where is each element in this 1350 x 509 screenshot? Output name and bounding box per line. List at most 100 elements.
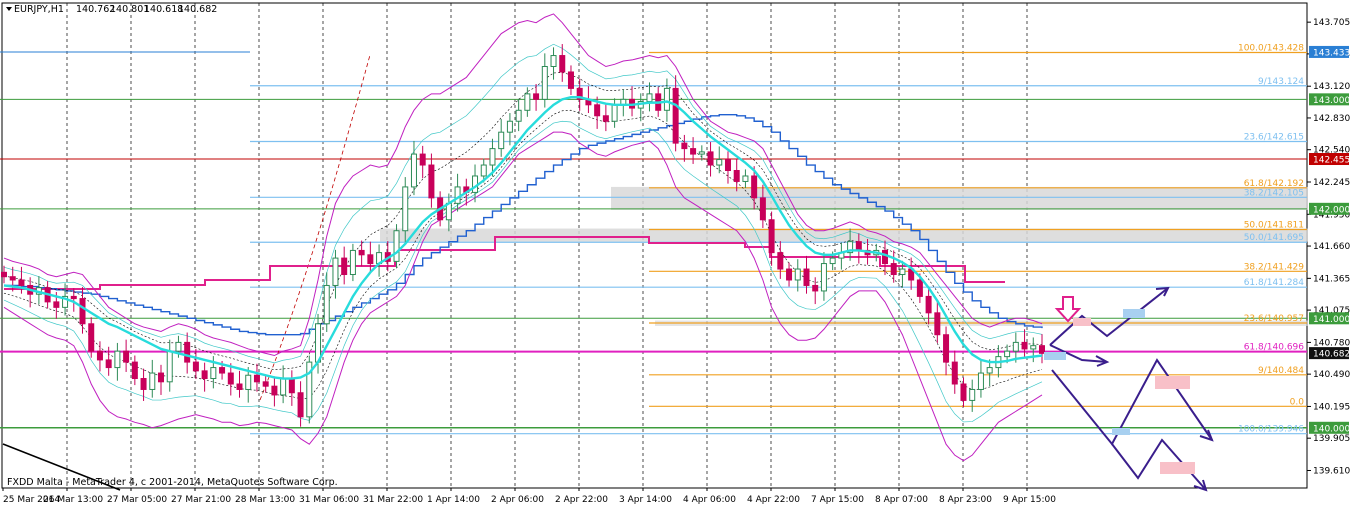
- zone-marker: [1160, 462, 1195, 474]
- candle-body: [576, 87, 583, 100]
- candle-body: [210, 367, 217, 380]
- trend-line: [2, 443, 121, 491]
- x-tick-label: 2 Apr 22:00: [555, 495, 608, 505]
- candle-body: [759, 197, 766, 221]
- price-tag-label: 140.682: [1313, 350, 1350, 360]
- candle-body: [428, 164, 435, 199]
- y-tick-label: 143.120: [1313, 82, 1350, 92]
- fib-label: 9/140.484: [1258, 366, 1304, 376]
- fib-labels: 100.0/143.428 9/143.124 23.6/142.615 61.8/1…: [1238, 43, 1304, 434]
- fib-label: 9/143.124: [1258, 77, 1304, 87]
- candle-body: [184, 341, 191, 363]
- y-tick-label: 141.950: [1313, 210, 1350, 220]
- y-tick-label: 142.830: [1313, 114, 1350, 124]
- symbol-label: EURJPY,H1: [14, 4, 64, 15]
- moving-averages: [3, 95, 1043, 380]
- candle-body: [943, 334, 950, 363]
- zone-marker: [1155, 376, 1190, 389]
- candle-body: [1012, 341, 1019, 352]
- candle-body: [803, 268, 810, 286]
- step-lines: [4, 113, 1043, 336]
- candle-body: [672, 87, 679, 144]
- candle-body: [271, 385, 278, 396]
- candle-body: [70, 295, 77, 300]
- candle-body: [890, 263, 897, 276]
- candle-body: [341, 257, 348, 276]
- candle-body: [855, 241, 862, 251]
- candle-body: [280, 378, 287, 396]
- fib-label: 38.2/141.429: [1244, 262, 1305, 272]
- candle-body: [227, 372, 234, 385]
- magenta-step-line: [4, 236, 1005, 290]
- candle-body: [18, 279, 25, 286]
- candle-body: [1, 271, 7, 278]
- candle-body: [506, 120, 513, 133]
- projection-path: [1051, 358, 1213, 446]
- x-tick-label: 1 Apr 14:00: [427, 495, 480, 505]
- candle-body: [690, 148, 697, 155]
- x-tick-label: 4 Apr 22:00: [747, 495, 800, 505]
- pivot-zone: [380, 228, 1308, 242]
- bb-upper: [3, 13, 1043, 357]
- price-tag: [1309, 93, 1349, 106]
- horizontal-levels: [0, 51, 1307, 491]
- price-tag: [1309, 347, 1349, 360]
- candle-body: [393, 230, 400, 262]
- candle-body: [306, 361, 313, 418]
- y-tick-label: 140.195: [1313, 402, 1350, 412]
- y-axis-ticks: 143.705143.415143.120142.830142.540142.2…: [1307, 18, 1350, 476]
- header-dropdown-icon[interactable]: [6, 7, 12, 11]
- candle-body: [716, 159, 723, 166]
- x-tick-label: 26 Mar 13:00: [43, 495, 103, 505]
- copyright-text: FXDD Malta - MetaTrader 4, c 2001-2014, …: [7, 477, 338, 488]
- price-tag-label: 140.000: [1313, 424, 1350, 434]
- y-tick-label: 141.075: [1313, 306, 1350, 316]
- candle-body: [698, 151, 705, 155]
- candle-body: [410, 153, 417, 188]
- candle-body: [498, 131, 505, 150]
- projection-arrows: [1044, 286, 1214, 492]
- candle-body: [847, 241, 854, 254]
- fib-label: 0.0: [1290, 397, 1305, 407]
- candle-body: [201, 370, 208, 380]
- x-tick-label: 2 Apr 06:00: [491, 495, 544, 505]
- candle-body: [777, 252, 784, 270]
- close-value: 140.682: [178, 4, 217, 15]
- candle-body: [166, 350, 173, 383]
- bb-inner-upper: [3, 43, 1043, 364]
- candle-body: [751, 175, 758, 199]
- bb-lower: [3, 131, 1043, 462]
- price-tag-label: 143.000: [1313, 96, 1350, 106]
- candle-body: [489, 148, 496, 166]
- candle-body: [123, 350, 130, 363]
- y-tick-label: 141.365: [1313, 274, 1350, 284]
- candle-body: [533, 93, 540, 100]
- candle-body: [1004, 350, 1011, 358]
- candle-body: [515, 109, 522, 122]
- candle-body: [812, 284, 819, 292]
- candle-body: [742, 175, 749, 182]
- candle-body: [977, 372, 984, 390]
- candle-body: [158, 372, 165, 383]
- candle-body: [219, 367, 226, 374]
- arrow-head: [1193, 479, 1208, 492]
- fib-label: 61.8/140.696: [1244, 343, 1305, 353]
- bollinger-bands: [3, 13, 1043, 462]
- price-tag: [1309, 153, 1349, 166]
- candle-body: [288, 378, 295, 394]
- x-tick-label: 8 Apr 07:00: [875, 495, 928, 505]
- candle-body: [733, 170, 740, 182]
- candle-body: [829, 257, 836, 265]
- open-value: 140.762: [76, 4, 115, 15]
- candle-body: [96, 350, 103, 361]
- candle-body: [419, 153, 426, 166]
- bb-inner-lower: [3, 120, 1043, 423]
- x-tick-label: 9 Apr 15:00: [1003, 495, 1056, 505]
- candle-body: [646, 93, 653, 103]
- price-tag-label: 141.000: [1313, 315, 1350, 325]
- fib-label: 23.6/140.957: [1244, 314, 1304, 324]
- price-tag: [1309, 45, 1349, 58]
- y-tick-label: 139.610: [1313, 466, 1350, 476]
